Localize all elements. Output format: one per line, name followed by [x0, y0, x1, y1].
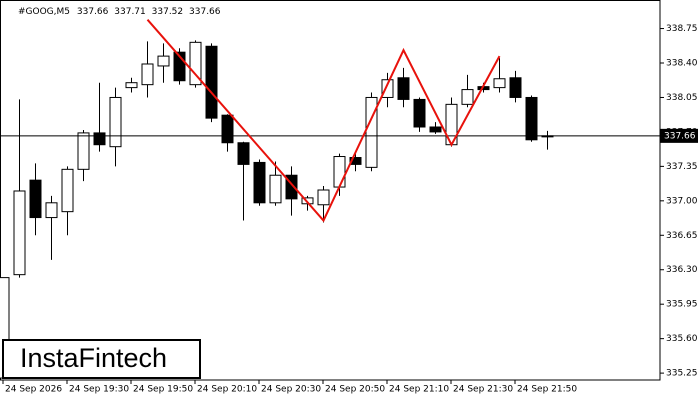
candle-body [397, 77, 410, 100]
x-tick-label: 24 Sep 21:10 [389, 385, 449, 395]
candle-body [13, 190, 26, 276]
high-value: 337.71 [114, 7, 146, 17]
x-tick-label: 24 Sep 21:30 [453, 385, 513, 395]
x-tick-label: 24 Sep 2026 [5, 385, 62, 395]
y-tick-label: 338.05 [666, 93, 698, 103]
candle-body [333, 156, 346, 188]
y-tick-label: 338.40 [666, 59, 698, 69]
candle-body [77, 132, 90, 170]
symbol: #GOOG,M5 [18, 7, 70, 17]
candle-body [221, 114, 234, 144]
candle-body [317, 189, 330, 206]
candle-body [461, 89, 474, 105]
y-tick-label: 335.25 [666, 369, 698, 379]
candle-body [157, 55, 170, 67]
x-tick-label: 24 Sep 20:50 [325, 385, 385, 395]
candle-body [125, 82, 138, 89]
candle-body [493, 78, 506, 89]
header: #GOOG,M5 337.66 337.71 337.52 337.66 [18, 7, 221, 17]
plot-frame [0, 0, 661, 381]
candle-body [429, 126, 442, 133]
open-value: 337.66 [77, 7, 109, 17]
pattern-line [146, 19, 501, 223]
candle-body [109, 96, 122, 148]
candle-body [93, 132, 106, 146]
x-tick-label: 24 Sep 20:30 [261, 385, 321, 395]
candle-body [285, 174, 298, 200]
x-tick-label: 24 Sep 21:50 [517, 385, 577, 395]
x-tick-label: 24 Sep 20:10 [197, 385, 257, 395]
y-tick-label: 335.95 [666, 300, 698, 310]
candle-body [141, 63, 154, 86]
candle-body [381, 79, 394, 98]
candle-body [205, 45, 218, 119]
logo-box [2, 339, 201, 379]
y-tick-label: 337.35 [666, 162, 698, 172]
candle-body [365, 96, 378, 168]
y-tick-label: 336.30 [666, 265, 698, 275]
candle-body [189, 41, 202, 86]
logo: InstaFintech [20, 343, 167, 373]
candle-body [413, 98, 426, 128]
candle-body [349, 157, 362, 165]
candle-body [61, 168, 74, 213]
candle-body [253, 161, 266, 204]
close-value: 337.66 [189, 7, 221, 17]
y-tick-label: 336.65 [666, 231, 698, 241]
y-tick-label: 337.00 [666, 196, 698, 206]
candle-body [45, 202, 58, 219]
y-tick-label: 338.75 [666, 24, 698, 34]
candle-body [525, 96, 538, 141]
candle-body [509, 77, 522, 98]
candle-body [269, 174, 282, 204]
candle-body [237, 142, 250, 165]
x-tick-label: 24 Sep 19:30 [69, 385, 129, 395]
plot [0, 19, 660, 379]
price-tag-label: 337.66 [664, 131, 696, 141]
price-tag [660, 128, 698, 143]
candle-body [29, 179, 42, 219]
candle-body [173, 51, 186, 82]
low-value: 337.52 [152, 7, 184, 17]
y-tick-label: 335.60 [666, 334, 698, 344]
x-tick-label: 24 Sep 19:50 [133, 385, 193, 395]
